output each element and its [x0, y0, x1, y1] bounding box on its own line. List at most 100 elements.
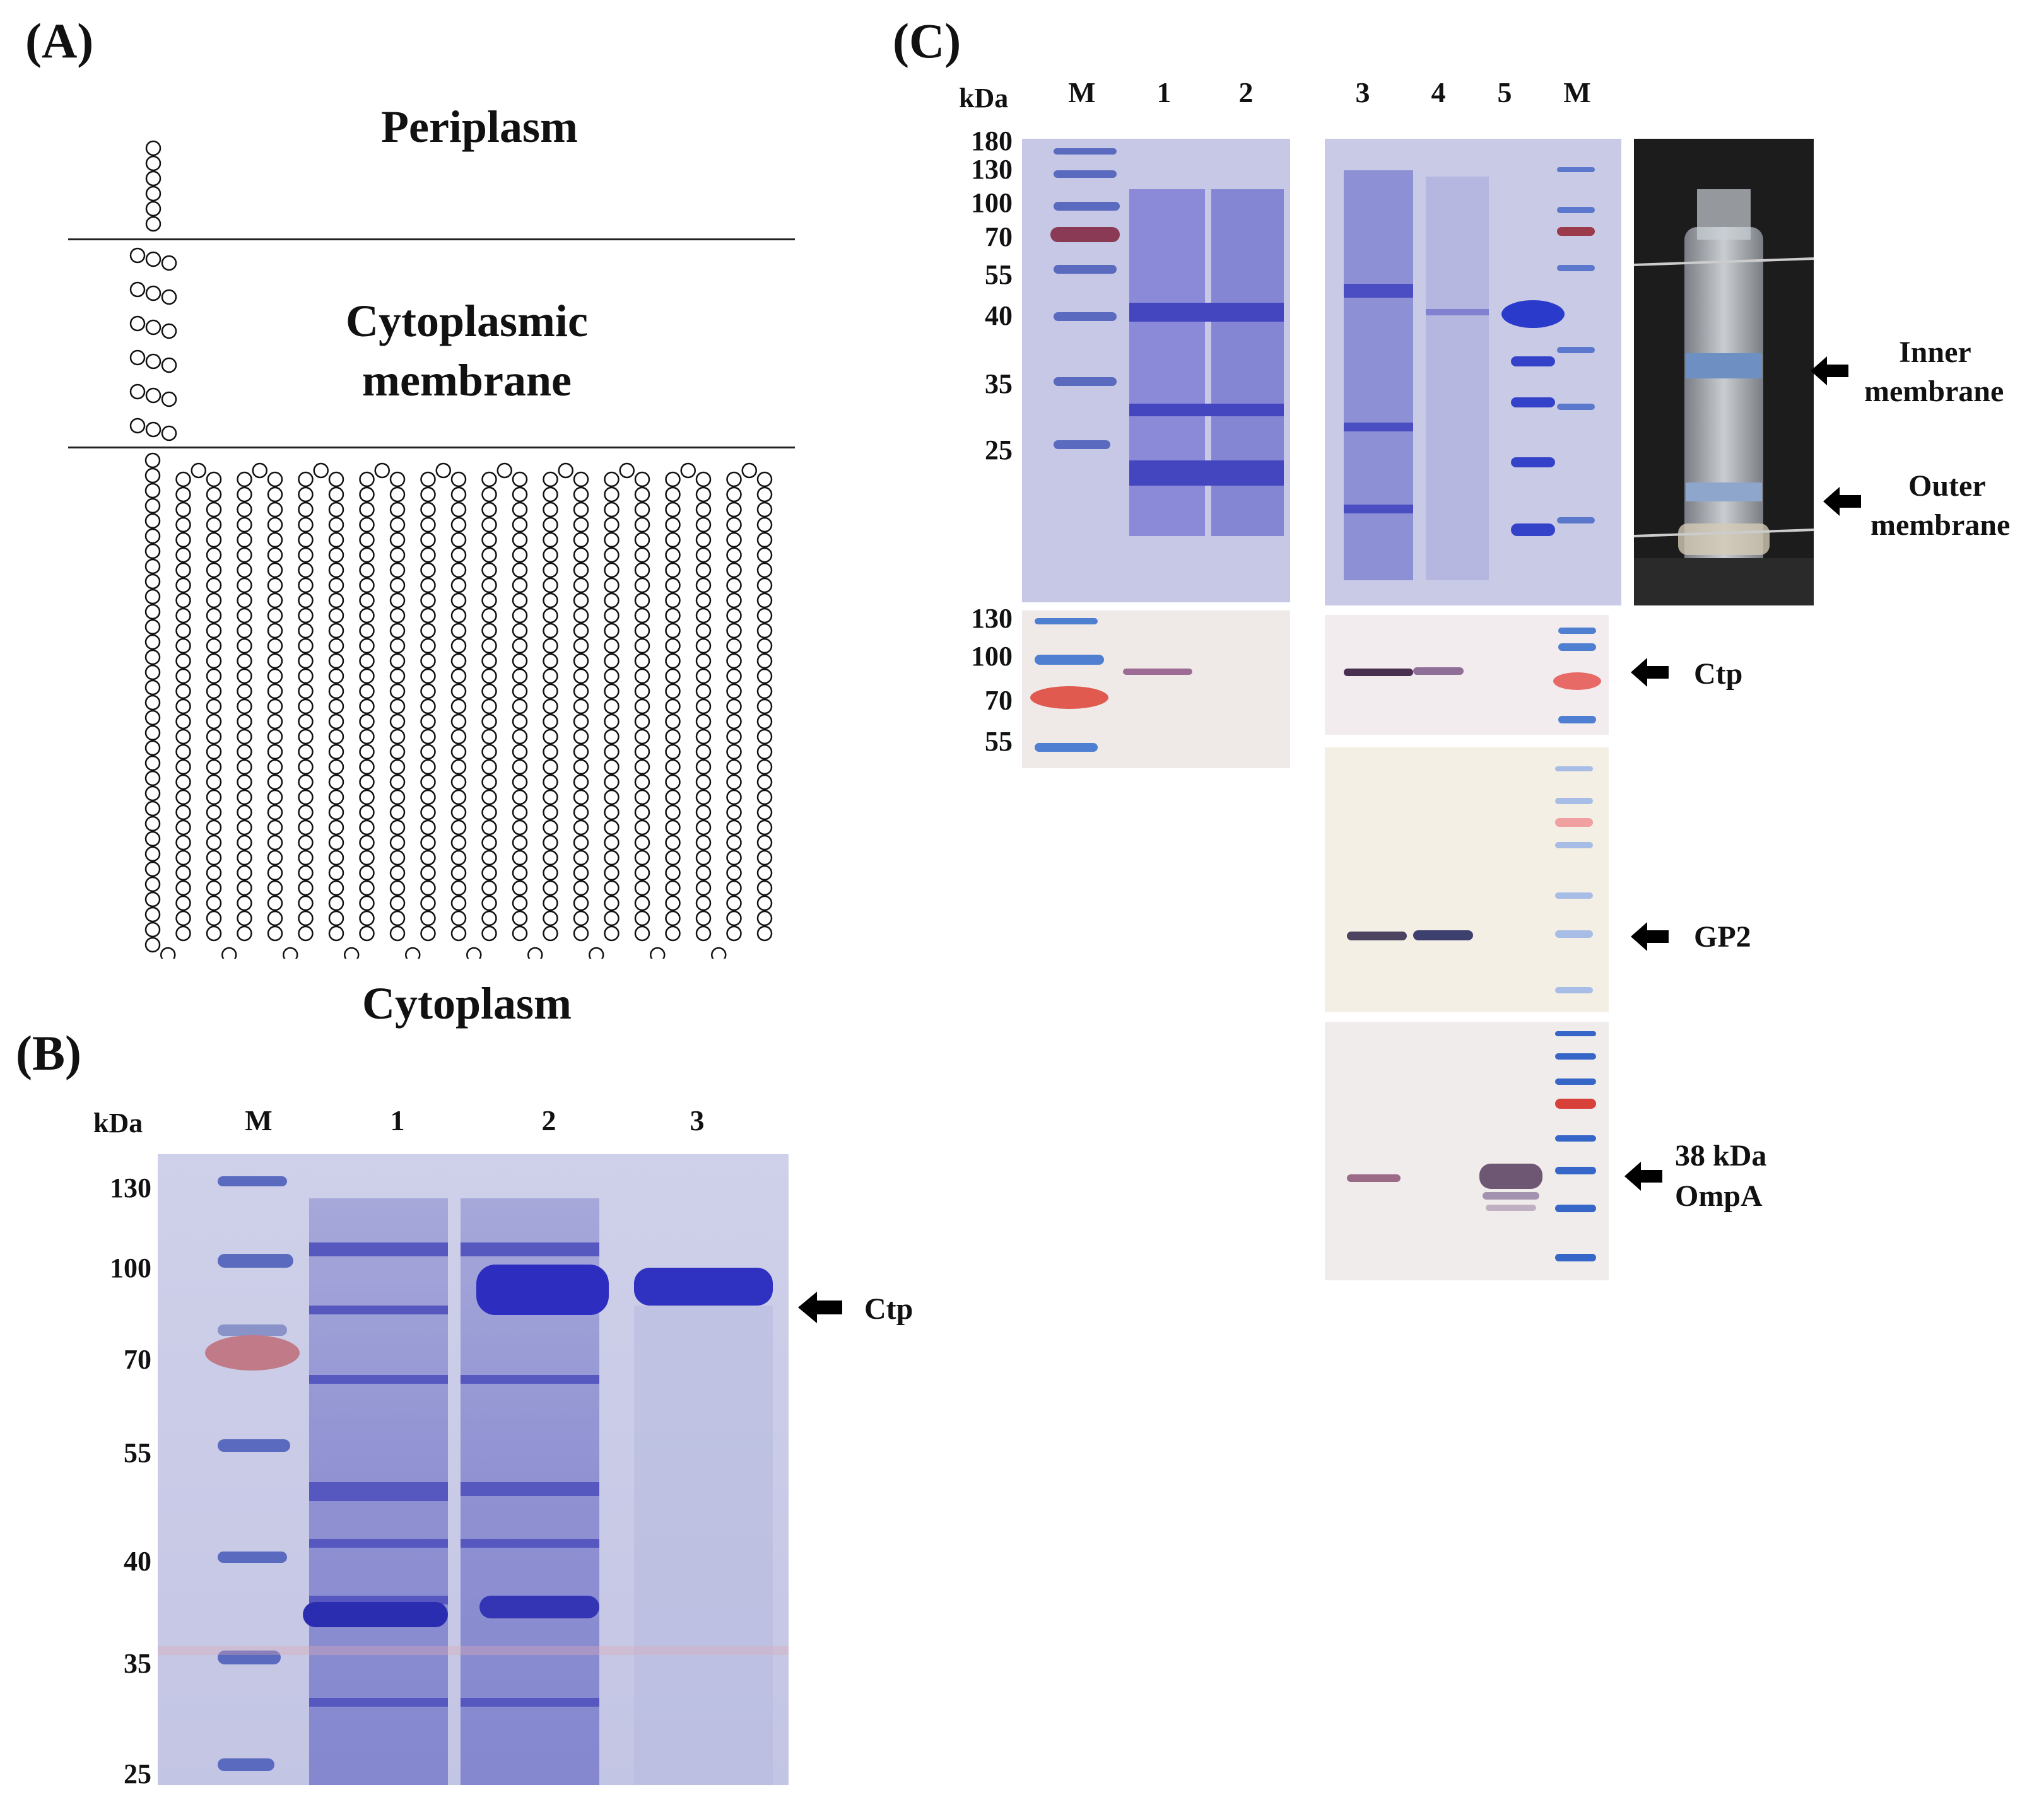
residue-bead — [512, 607, 528, 624]
panel-c-blot-ompa — [1325, 1022, 1609, 1280]
residue-bead — [634, 517, 650, 533]
residue-bead — [726, 865, 742, 881]
residue-bead — [237, 607, 252, 624]
residue-bead — [328, 486, 344, 503]
residue-bead — [175, 532, 191, 548]
residue-bead — [267, 562, 283, 578]
panel-c-marker-180: 180 — [971, 126, 1013, 156]
panel-c-marker-100: 100 — [971, 187, 1013, 218]
residue-bead — [573, 532, 589, 548]
residue-bead — [527, 947, 543, 959]
residue-bead — [359, 713, 375, 730]
residue-bead — [543, 562, 558, 578]
residue-bead — [665, 834, 681, 851]
residue-bead — [359, 789, 375, 805]
residue-bead — [573, 638, 589, 654]
residue-bead — [420, 486, 436, 503]
residue-bead — [726, 774, 742, 790]
residue-bead — [481, 638, 497, 654]
residue-bead — [206, 547, 222, 563]
residue-bead — [298, 744, 314, 760]
residue-bead — [175, 850, 191, 866]
residue-bead — [512, 744, 528, 760]
residue-bead — [144, 694, 161, 711]
residue-bead — [328, 653, 344, 669]
panel-c-ompa-label-line2: OmpA — [1675, 1179, 1763, 1213]
residue-bead — [129, 349, 146, 366]
residue-bead — [634, 804, 650, 821]
residue-bead — [756, 486, 773, 503]
residue-bead — [328, 895, 344, 911]
residue-bead — [206, 592, 222, 609]
residue-bead — [543, 819, 558, 836]
residue-bead — [144, 815, 161, 832]
residue-bead — [359, 471, 375, 488]
residue-bead — [543, 653, 558, 669]
residue-bead — [481, 804, 497, 821]
residue-bead — [175, 471, 191, 488]
residue-bead — [481, 744, 497, 760]
residue-bead — [359, 623, 375, 639]
residue-bead — [267, 607, 283, 624]
residue-bead — [389, 895, 406, 911]
residue-bead — [756, 789, 773, 805]
residue-bead — [573, 910, 589, 926]
residue-bead — [543, 638, 558, 654]
residue-bead — [634, 925, 650, 942]
residue-bead — [543, 607, 558, 624]
residue-bead — [328, 517, 344, 533]
residue-bead — [206, 638, 222, 654]
residue-bead — [573, 471, 589, 488]
periplasm-label: Periplasm — [381, 102, 578, 152]
residue-bead — [144, 906, 161, 923]
residue-bead — [420, 895, 436, 911]
residue-bead — [573, 683, 589, 699]
residue-bead — [450, 804, 467, 821]
residue-bead — [512, 880, 528, 896]
residue-bead — [237, 910, 252, 926]
residue-bead — [237, 925, 252, 942]
residue-bead — [144, 861, 161, 877]
residue-bead — [573, 486, 589, 503]
residue-bead — [481, 623, 497, 639]
residue-bead — [298, 532, 314, 548]
residue-bead — [573, 895, 589, 911]
residue-bead — [237, 865, 252, 881]
residue-bead — [604, 653, 620, 669]
panel-c-blot-gp2 — [1325, 747, 1609, 1012]
residue-bead — [481, 910, 497, 926]
residue-bead — [604, 607, 620, 624]
residue-bead — [604, 804, 620, 821]
panel-c-blot-marker-100: 100 — [971, 641, 1013, 672]
residue-bead — [359, 638, 375, 654]
residue-bead — [726, 834, 742, 851]
panel-c-lane-3: 3 — [1355, 76, 1370, 108]
residue-bead — [665, 683, 681, 699]
residue-bead — [466, 947, 482, 959]
residue-bead — [267, 819, 283, 836]
residue-bead — [450, 501, 467, 518]
residue-bead — [665, 804, 681, 821]
residue-bead — [129, 418, 146, 434]
residue-bead — [573, 623, 589, 639]
panel-b-gel — [158, 1154, 789, 1785]
residue-bead — [237, 577, 252, 593]
residue-bead — [298, 471, 314, 488]
residue-bead — [359, 774, 375, 790]
residue-bead — [573, 713, 589, 730]
residue-bead — [298, 653, 314, 669]
residue-bead — [543, 910, 558, 926]
panel-c-ctp-label: Ctp — [1694, 657, 1743, 691]
residue-bead — [634, 698, 650, 715]
residue-bead — [665, 774, 681, 790]
residue-bead — [634, 744, 650, 760]
residue-bead — [161, 391, 177, 407]
residue-bead — [420, 532, 436, 548]
residue-bead — [450, 532, 467, 548]
residue-bead — [144, 452, 161, 469]
residue-bead — [573, 607, 589, 624]
residue-bead — [512, 925, 528, 942]
residue-bead — [420, 653, 436, 669]
residue-bead — [129, 247, 146, 264]
residue-bead — [389, 562, 406, 578]
